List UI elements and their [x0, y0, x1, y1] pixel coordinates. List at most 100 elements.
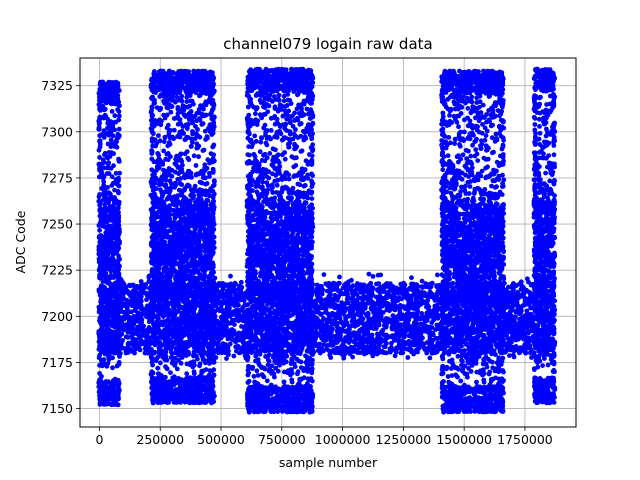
- data-point: [414, 347, 420, 353]
- data-point: [413, 284, 418, 290]
- data-point: [313, 289, 319, 295]
- data-point: [425, 329, 430, 335]
- data-point: [341, 355, 347, 361]
- data-point: [431, 345, 437, 350]
- data-point: [515, 336, 521, 342]
- data-point: [398, 328, 403, 334]
- data-point: [395, 287, 401, 293]
- data-point: [510, 324, 516, 330]
- data-point: [400, 287, 406, 293]
- data-point: [425, 284, 431, 290]
- data-point: [382, 339, 388, 345]
- data-point: [343, 314, 348, 319]
- data-point: [406, 338, 412, 344]
- data-point: [115, 343, 121, 349]
- data-point: [367, 287, 372, 293]
- data-point: [379, 329, 384, 335]
- data-point: [413, 333, 418, 338]
- data-point: [352, 338, 358, 344]
- data-point: [335, 315, 341, 320]
- data-point: [331, 317, 337, 323]
- data-point: [228, 273, 233, 279]
- data-point: [329, 300, 334, 305]
- data-point: [390, 313, 396, 318]
- data-point: [101, 128, 107, 134]
- data-point: [320, 337, 326, 343]
- data-point: [405, 321, 411, 327]
- data-point: [375, 339, 381, 344]
- data-point: [408, 347, 414, 352]
- data-point: [364, 313, 370, 319]
- data-point: [327, 352, 333, 358]
- data-point: [381, 344, 387, 349]
- data-point: [225, 336, 231, 342]
- data-point: [101, 135, 107, 140]
- data-point: [346, 295, 352, 301]
- data-point: [360, 316, 366, 322]
- data-point: [350, 291, 355, 297]
- data-point: [216, 337, 222, 343]
- data-point: [121, 303, 127, 308]
- data-point: [234, 297, 240, 303]
- data-point: [404, 346, 410, 352]
- data-point: [235, 343, 241, 349]
- data-point: [355, 281, 360, 286]
- data-point: [337, 346, 342, 352]
- data-point: [236, 330, 242, 336]
- data-point: [526, 330, 531, 336]
- data-point: [526, 279, 531, 285]
- data-point: [120, 338, 125, 343]
- data-point: [355, 349, 360, 355]
- data-point: [522, 321, 528, 327]
- data-point: [390, 306, 395, 312]
- data-point: [402, 306, 408, 311]
- data-point: [388, 284, 394, 290]
- data-point: [379, 295, 384, 301]
- data-point: [432, 306, 438, 311]
- data-point: [411, 338, 417, 343]
- data-point: [408, 297, 414, 302]
- data-point: [315, 307, 320, 313]
- data-point: [400, 291, 406, 297]
- data-point: [136, 326, 142, 332]
- data-point: [517, 316, 522, 322]
- data-point: [132, 318, 138, 324]
- data-point: [321, 316, 326, 321]
- data-point: [389, 340, 394, 346]
- data-point: [369, 322, 374, 327]
- data-point: [370, 306, 376, 311]
- data-point: [344, 291, 350, 297]
- data-point: [130, 337, 136, 342]
- data-point: [390, 323, 396, 328]
- data-point: [130, 282, 135, 288]
- data-point: [411, 351, 416, 357]
- data-point: [520, 335, 526, 340]
- data-point: [138, 298, 144, 304]
- data-point: [374, 315, 380, 321]
- data-point: [419, 311, 425, 316]
- data-point: [418, 301, 424, 307]
- data-point: [386, 289, 391, 295]
- data-point: [383, 324, 389, 330]
- data-point: [231, 353, 237, 359]
- data-point: [370, 274, 376, 279]
- data-point: [97, 396, 103, 402]
- data-point: [506, 303, 511, 309]
- data-point: [218, 330, 224, 336]
- data-point: [218, 289, 224, 294]
- data-point: [522, 341, 528, 347]
- data-point: [420, 328, 425, 334]
- data-point: [237, 317, 242, 323]
- data-point: [350, 283, 356, 289]
- data-point: [401, 334, 407, 340]
- data-point: [362, 351, 367, 357]
- data-point: [131, 314, 137, 319]
- data-point: [505, 290, 511, 295]
- data-point: [406, 301, 411, 307]
- data-point: [366, 271, 372, 277]
- data-point: [361, 293, 366, 299]
- data-point: [110, 365, 115, 371]
- data-point: [424, 340, 430, 345]
- data-point: [112, 113, 118, 119]
